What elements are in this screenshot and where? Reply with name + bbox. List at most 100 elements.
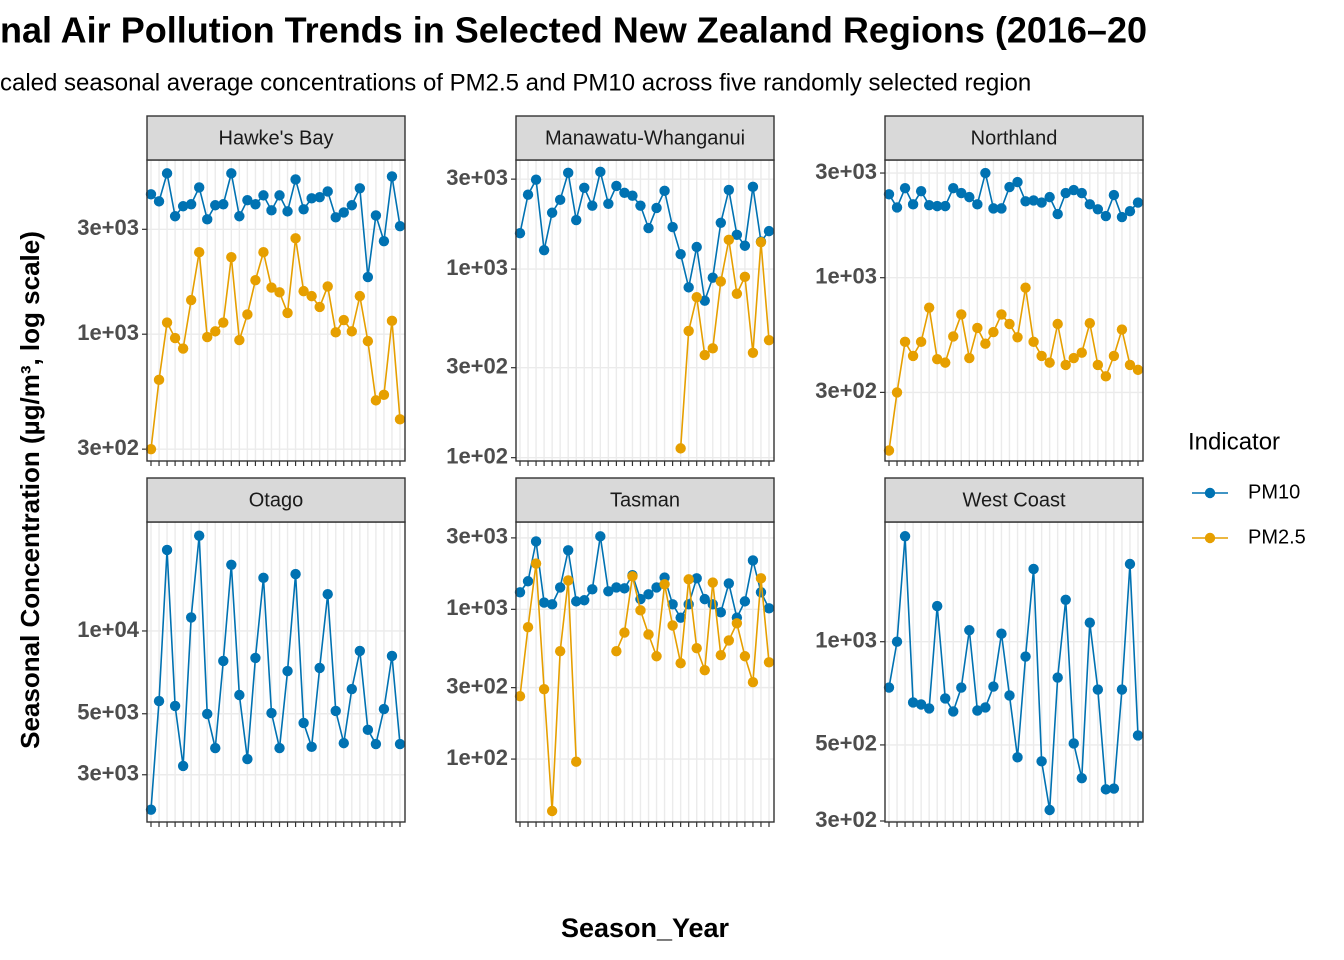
data-point bbox=[346, 326, 358, 337]
data-point bbox=[1124, 205, 1136, 217]
data-point bbox=[522, 189, 534, 200]
strip-label: Northland bbox=[971, 127, 1058, 149]
y-tick-label: 1e+02 bbox=[446, 443, 508, 468]
data-point bbox=[306, 193, 317, 204]
data-point bbox=[1076, 347, 1087, 358]
chart-title: nal Air Pollution Trends in Selected New… bbox=[0, 10, 1147, 51]
data-point bbox=[651, 202, 662, 214]
data-point bbox=[1100, 371, 1112, 382]
panel-background bbox=[516, 522, 774, 822]
data-point bbox=[145, 804, 157, 815]
data-point bbox=[185, 199, 197, 210]
data-point bbox=[394, 414, 406, 425]
data-point bbox=[314, 191, 325, 203]
data-point bbox=[603, 198, 614, 209]
data-point bbox=[675, 657, 686, 669]
data-point bbox=[210, 326, 221, 337]
data-point bbox=[378, 235, 390, 247]
data-point bbox=[1028, 336, 1039, 348]
data-point bbox=[699, 665, 710, 676]
data-point bbox=[635, 605, 646, 616]
data-point bbox=[1020, 651, 1031, 662]
data-point bbox=[282, 665, 293, 677]
data-point bbox=[346, 200, 358, 211]
data-point bbox=[571, 756, 582, 767]
data-point bbox=[643, 222, 654, 234]
data-point bbox=[274, 190, 285, 201]
legend-marker bbox=[1204, 487, 1216, 499]
data-point bbox=[691, 643, 702, 654]
strip bbox=[515, 477, 775, 523]
data-point bbox=[1068, 184, 1079, 196]
data-point bbox=[731, 229, 743, 241]
data-point bbox=[739, 240, 751, 251]
data-point bbox=[145, 189, 157, 200]
data-point bbox=[980, 338, 991, 349]
data-point bbox=[266, 707, 277, 719]
data-point bbox=[1092, 359, 1104, 371]
data-point bbox=[306, 290, 317, 302]
data-point bbox=[1036, 350, 1047, 362]
data-point bbox=[554, 582, 566, 593]
data-point bbox=[242, 194, 253, 206]
data-point bbox=[202, 708, 213, 720]
data-point bbox=[242, 753, 253, 765]
strip-label: Manawatu-Whanganui bbox=[545, 127, 745, 149]
data-point bbox=[931, 354, 943, 365]
data-point bbox=[530, 536, 542, 547]
data-point bbox=[964, 625, 975, 636]
strip bbox=[515, 115, 775, 161]
data-point bbox=[362, 271, 374, 283]
data-point bbox=[883, 189, 895, 200]
data-point bbox=[611, 180, 622, 192]
data-point bbox=[707, 577, 718, 588]
data-point bbox=[1092, 684, 1104, 695]
data-point bbox=[370, 738, 382, 750]
data-point bbox=[891, 636, 903, 647]
data-point bbox=[611, 646, 622, 657]
data-point bbox=[659, 185, 670, 197]
data-point bbox=[907, 350, 919, 362]
data-point bbox=[611, 582, 622, 593]
data-point bbox=[554, 646, 566, 657]
data-point bbox=[731, 288, 743, 299]
data-point bbox=[1052, 672, 1063, 683]
series-line bbox=[888, 536, 1139, 811]
data-point bbox=[996, 203, 1007, 214]
data-point bbox=[290, 174, 301, 185]
y-tick-label: 3e+02 bbox=[446, 673, 508, 698]
data-point bbox=[1076, 772, 1087, 784]
data-point bbox=[338, 314, 349, 326]
data-point bbox=[667, 599, 678, 610]
strip-label: Otago bbox=[249, 489, 303, 511]
data-point bbox=[883, 682, 895, 693]
data-point bbox=[747, 347, 759, 358]
data-point bbox=[145, 443, 157, 455]
data-point bbox=[603, 586, 614, 597]
data-point bbox=[891, 387, 903, 398]
y-tick-label: 3e+03 bbox=[446, 165, 508, 190]
data-point bbox=[274, 287, 285, 298]
data-point bbox=[747, 555, 759, 566]
data-point bbox=[562, 167, 574, 179]
data-point bbox=[675, 443, 686, 454]
data-point bbox=[948, 331, 959, 342]
data-point bbox=[226, 168, 237, 179]
data-point bbox=[739, 271, 751, 283]
data-point bbox=[346, 683, 358, 695]
data-point bbox=[715, 607, 727, 618]
data-point bbox=[1028, 563, 1039, 575]
data-point bbox=[290, 233, 301, 244]
data-point bbox=[907, 697, 919, 708]
data-point bbox=[747, 677, 759, 688]
data-point bbox=[755, 236, 767, 248]
data-point bbox=[883, 445, 895, 456]
data-point bbox=[298, 717, 309, 729]
y-tick-label: 1e+03 bbox=[77, 320, 139, 345]
data-point bbox=[338, 207, 349, 218]
data-point bbox=[1060, 359, 1071, 371]
data-point bbox=[1036, 197, 1047, 208]
data-point bbox=[571, 596, 582, 607]
data-point bbox=[202, 214, 213, 225]
